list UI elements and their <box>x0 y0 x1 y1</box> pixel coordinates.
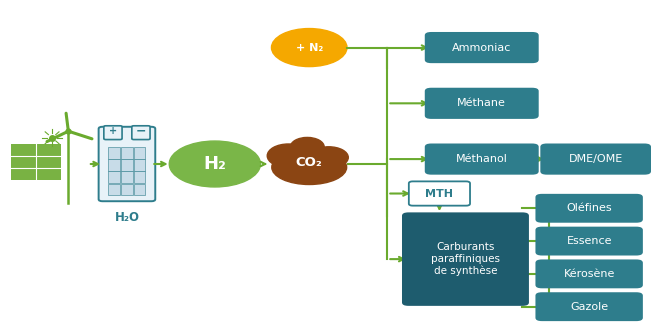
Text: MTH: MTH <box>425 189 454 198</box>
Text: DME/OME: DME/OME <box>568 154 623 164</box>
FancyBboxPatch shape <box>134 183 146 195</box>
FancyBboxPatch shape <box>134 147 146 159</box>
Ellipse shape <box>271 150 346 184</box>
FancyBboxPatch shape <box>424 32 539 63</box>
Text: +: + <box>109 126 117 136</box>
Ellipse shape <box>290 137 324 156</box>
FancyBboxPatch shape <box>108 147 120 159</box>
FancyBboxPatch shape <box>121 183 133 195</box>
FancyBboxPatch shape <box>402 213 529 306</box>
Text: Ammoniac: Ammoniac <box>452 43 512 52</box>
FancyBboxPatch shape <box>104 126 122 140</box>
Text: Kérosène: Kérosène <box>564 269 615 279</box>
Text: Méthane: Méthane <box>457 98 506 108</box>
FancyBboxPatch shape <box>424 88 539 119</box>
Text: Gazole: Gazole <box>570 302 608 312</box>
FancyBboxPatch shape <box>121 159 133 171</box>
Text: Oléfines: Oléfines <box>566 203 612 213</box>
FancyBboxPatch shape <box>108 159 120 171</box>
Text: Méthanol: Méthanol <box>456 154 508 164</box>
FancyBboxPatch shape <box>134 159 146 171</box>
Ellipse shape <box>309 147 348 168</box>
FancyBboxPatch shape <box>121 171 133 183</box>
Circle shape <box>271 29 347 67</box>
FancyBboxPatch shape <box>535 227 643 256</box>
FancyBboxPatch shape <box>409 181 470 206</box>
Text: CO₂: CO₂ <box>296 156 323 169</box>
FancyBboxPatch shape <box>11 144 61 180</box>
FancyBboxPatch shape <box>535 259 643 288</box>
FancyBboxPatch shape <box>108 183 120 195</box>
FancyBboxPatch shape <box>99 127 155 201</box>
Text: Essence: Essence <box>566 236 612 246</box>
Text: + N₂: + N₂ <box>296 43 323 52</box>
FancyBboxPatch shape <box>121 147 133 159</box>
Ellipse shape <box>267 144 310 168</box>
FancyBboxPatch shape <box>108 171 120 183</box>
Text: −: − <box>135 125 146 138</box>
FancyBboxPatch shape <box>132 126 150 140</box>
Circle shape <box>169 141 260 187</box>
Text: Carburants
paraffiniques
de synthèse: Carburants paraffiniques de synthèse <box>431 242 500 276</box>
Text: H₂O: H₂O <box>115 211 139 224</box>
FancyBboxPatch shape <box>424 144 539 174</box>
FancyBboxPatch shape <box>540 144 651 174</box>
Text: H₂: H₂ <box>203 155 227 173</box>
FancyBboxPatch shape <box>535 292 643 321</box>
FancyBboxPatch shape <box>134 171 146 183</box>
FancyBboxPatch shape <box>535 194 643 223</box>
